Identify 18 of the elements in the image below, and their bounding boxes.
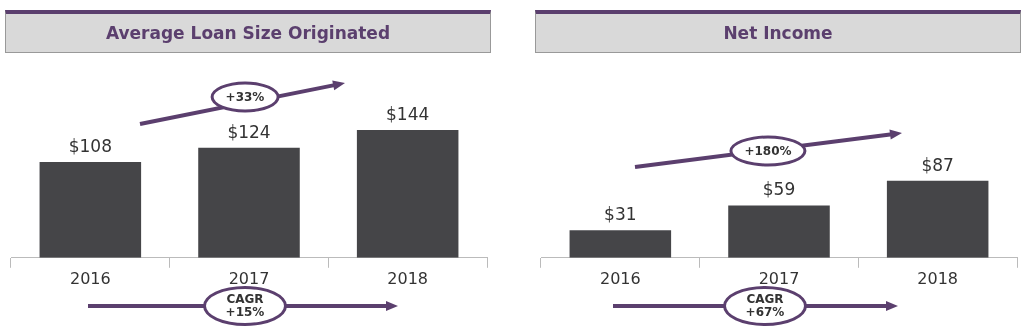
data-label: $87 — [921, 154, 954, 175]
text: CAGR +67% — [723, 286, 807, 326]
x-tick-label: 2017 — [228, 268, 270, 288]
chart-title: Average Loan Size Originated — [5, 10, 491, 53]
x-tick-label: 2016 — [69, 268, 111, 288]
data-label: $124 — [227, 121, 271, 142]
x-tick-label: 2016 — [599, 268, 641, 288]
data-label: $144 — [386, 104, 430, 125]
data-label: $108 — [68, 135, 112, 156]
data-label: $59 — [762, 179, 796, 200]
text: +33% — [210, 81, 280, 113]
chart-title: Net Income — [535, 10, 1021, 53]
x-tick-label: 2018 — [387, 268, 429, 288]
x-tick-label: 2018 — [917, 268, 959, 288]
text: CAGR +15% — [203, 286, 287, 326]
text: +180% — [729, 135, 807, 167]
data-label: $31 — [604, 204, 637, 225]
x-tick-label: 2017 — [758, 268, 800, 288]
